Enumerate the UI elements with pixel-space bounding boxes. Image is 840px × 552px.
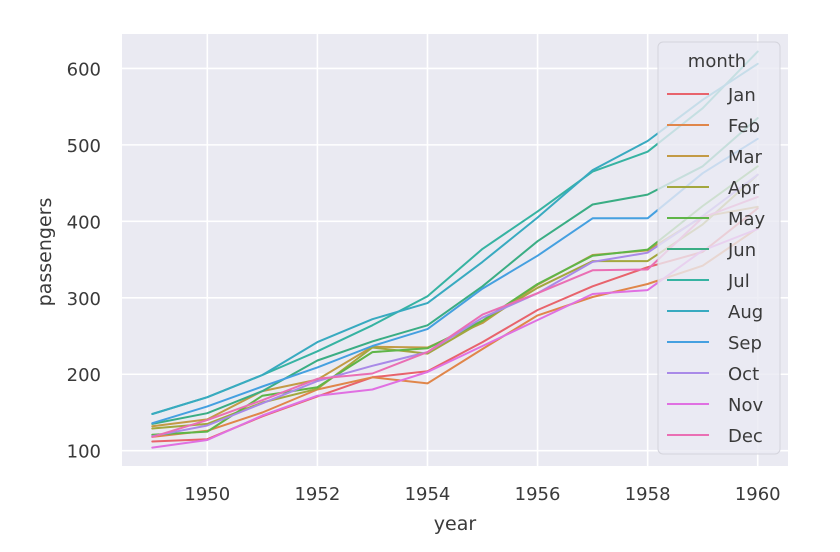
- legend-items: Jan Feb Mar Apr May Jun Jul Aug Sep Oct Nov Dec: [667, 85, 766, 447]
- legend-label: Jul: [727, 271, 750, 292]
- legend-item-jun: Jun: [667, 240, 756, 261]
- legend-label: Nov: [728, 395, 763, 416]
- x-tick-label: 1954: [405, 484, 451, 505]
- legend-item-mar: Mar: [667, 147, 763, 168]
- series-lines: [151, 50, 759, 449]
- legend-item-jan: Jan: [667, 85, 756, 106]
- y-tick-label: 400: [67, 212, 101, 233]
- legend-item-may: May: [667, 209, 766, 230]
- y-axis-label: passengers: [34, 198, 56, 307]
- legend-item-jul: Jul: [667, 271, 750, 292]
- x-tick-label: 1958: [625, 484, 671, 505]
- series-line-feb: [151, 227, 759, 438]
- legend-title: month: [688, 51, 746, 72]
- legend-label: Aug: [728, 302, 763, 323]
- x-tick-label: 1952: [294, 484, 340, 505]
- legend-label: Dec: [728, 426, 763, 447]
- legend: month Jan Feb Mar Apr May Jun Jul Aug Sep Oct Nov D…: [657, 41, 781, 455]
- series-line-oct: [151, 173, 759, 438]
- y-tick-label: 200: [67, 365, 101, 386]
- legend-label: Sep: [728, 333, 762, 354]
- legend-item-aug: Aug: [667, 302, 763, 323]
- legend-item-nov: Nov: [667, 395, 763, 416]
- legend-box: [657, 41, 781, 455]
- series-line-aug: [151, 62, 759, 415]
- legend-label: Mar: [728, 147, 763, 168]
- series-line-jun: [151, 117, 759, 425]
- legend-item-feb: Feb: [667, 116, 760, 137]
- legend-item-oct: Oct: [667, 364, 759, 385]
- x-tick-label: 1956: [515, 484, 561, 505]
- legend-label: May: [728, 209, 766, 230]
- y-tick-label: 300: [67, 289, 101, 310]
- legend-label: Oct: [728, 364, 759, 385]
- y-tick-label: 500: [67, 136, 101, 157]
- y-axis-ticks: 100 200 300 400 500 600: [67, 59, 101, 462]
- series-line-sep: [151, 137, 759, 425]
- x-tick-label: 1960: [735, 484, 781, 505]
- x-axis-ticks: 1950 1952 1954 1956 1958 1960: [184, 484, 780, 505]
- legend-label: Feb: [728, 116, 760, 137]
- series-line-nov: [151, 228, 759, 449]
- legend-item-dec: Dec: [667, 426, 763, 447]
- y-tick-label: 600: [67, 59, 101, 80]
- legend-label: Jun: [727, 240, 756, 261]
- legend-label: Apr: [728, 178, 760, 199]
- y-tick-label: 100: [67, 442, 101, 463]
- legend-item-apr: Apr: [667, 178, 760, 199]
- legend-label: Jan: [727, 85, 756, 106]
- series-line-dec: [151, 195, 759, 438]
- legend-item-sep: Sep: [667, 333, 762, 354]
- x-axis-label: year: [434, 513, 477, 535]
- x-tick-label: 1950: [184, 484, 230, 505]
